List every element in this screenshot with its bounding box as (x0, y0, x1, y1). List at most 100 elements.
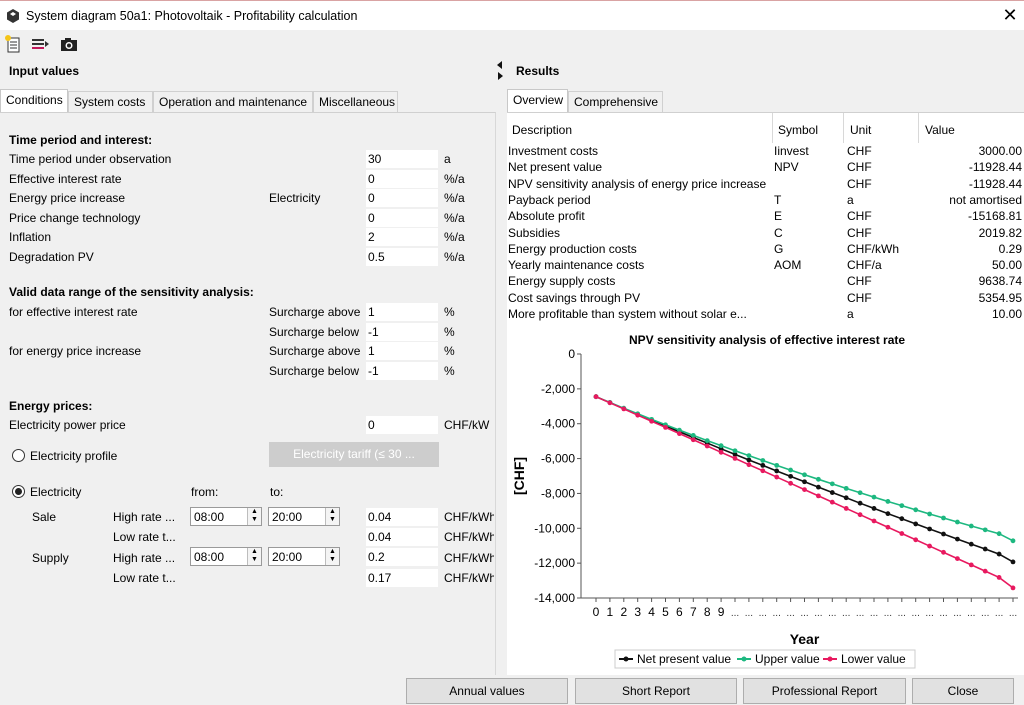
condition-value-field[interactable]: 2 (366, 228, 438, 246)
close-button[interactable]: Close (912, 678, 1014, 704)
col-description-header[interactable]: Description (512, 123, 573, 137)
supply-high-from-spinner[interactable]: 08:00 ▲ ▼ (190, 547, 262, 566)
condition-value-field[interactable]: 30 (366, 150, 438, 168)
y-tick-label: -12,000 (534, 556, 575, 570)
supply-high-rate-field[interactable]: 0.2 (366, 548, 438, 566)
export-list-icon[interactable] (31, 35, 49, 53)
surcharge-value-field[interactable]: -1 (366, 322, 438, 341)
tab-conditions[interactable]: Conditions (0, 89, 68, 113)
tab-overview[interactable]: Overview (507, 89, 568, 113)
electricity-profile-label[interactable]: Electricity profile (30, 449, 118, 463)
results-row[interactable]: NPV sensitivity analysis of energy price… (507, 177, 1024, 193)
col-unit-header[interactable]: Unit (850, 123, 872, 137)
series-2-point (899, 531, 905, 536)
supply-low-rate-field[interactable]: 0.17 (366, 569, 438, 587)
results-row[interactable]: Investment costs Iinvest CHF 3000.00 (507, 144, 1024, 160)
tab-comprehensive[interactable]: Comprehensive (568, 91, 663, 112)
x-tick-label-truncated: ... (856, 608, 864, 619)
result-value: 0.29 (998, 241, 1022, 256)
surcharge-label: Surcharge below (269, 363, 360, 378)
results-row[interactable]: Energy production costs G CHF/kWh 0.29 (507, 242, 1024, 258)
results-row[interactable]: Energy supply costs CHF 9638.74 (507, 274, 1024, 290)
electricity-radio[interactable] (12, 485, 25, 498)
col-value-header[interactable]: Value (925, 123, 955, 137)
results-row[interactable]: Net present value NPV CHF -11928.44 (507, 160, 1024, 176)
x-tick-label: 3 (634, 605, 641, 619)
result-value: 5354.95 (978, 290, 1022, 305)
series-2-point (788, 480, 793, 486)
supply-low-rate-unit: CHF/kWh (444, 571, 494, 585)
condition-value-field[interactable]: 0 (366, 169, 438, 188)
results-row[interactable]: Absolute profit E CHF -15168.81 (507, 209, 1024, 225)
results-row[interactable]: More profitable than system without sola… (507, 307, 1024, 323)
collapse-splitter-icon[interactable] (496, 60, 504, 82)
condition-unit: %/a (444, 210, 465, 225)
condition-value-field[interactable]: 0 (366, 189, 438, 207)
result-unit: CHF (847, 176, 872, 191)
results-row[interactable]: Yearly maintenance costs AOM CHF/a 50.00 (507, 258, 1024, 274)
surcharge-value-field[interactable]: 1 (366, 342, 438, 360)
result-symbol: T (774, 192, 782, 207)
tab-operation-maintenance[interactable]: Operation and maintenance (153, 91, 313, 112)
result-description: Absolute profit (508, 209, 585, 224)
supply-label: Supply (32, 551, 69, 565)
series-2-point (760, 468, 766, 474)
results-row[interactable]: Subsidies C CHF 2019.82 (507, 226, 1024, 242)
series-2-point (802, 487, 807, 492)
new-document-icon[interactable] (4, 35, 22, 53)
results-row[interactable]: Cost savings through PV CHF 5354.95 (507, 291, 1024, 307)
tab-system-costs[interactable]: System costs (68, 91, 153, 112)
spinner-arrows-icon[interactable]: ▲ ▼ (325, 548, 339, 565)
sale-high-from-spinner[interactable]: 08:00 ▲ ▼ (190, 507, 262, 526)
col-symbol-header[interactable]: Symbol (778, 123, 819, 137)
condition-value-field[interactable]: 0 (366, 208, 438, 227)
power-price-field[interactable]: 0 (366, 416, 438, 434)
x-tick-label: 5 (662, 605, 669, 619)
series-2-point (871, 518, 877, 524)
series-0-point (774, 468, 780, 474)
series-0-point (885, 511, 891, 517)
sale-low-rate-field[interactable]: 0.04 (366, 528, 438, 546)
close-window-icon[interactable]: ✕ (1002, 5, 1018, 25)
series-0-point (982, 546, 988, 552)
result-value: 2019.82 (978, 225, 1022, 240)
series-1-point (816, 476, 821, 482)
electricity-profile-radio[interactable] (12, 449, 25, 462)
series-2-point (677, 431, 682, 437)
camera-icon[interactable] (60, 35, 78, 53)
result-value: not amortised (949, 192, 1022, 207)
series-0-point (968, 541, 974, 547)
condition-label: Effective interest rate (9, 171, 122, 186)
electricity-radio-label[interactable]: Electricity (30, 485, 82, 499)
spinner-arrows-icon[interactable]: ▲ ▼ (247, 508, 261, 525)
surcharge-unit: % (444, 324, 455, 339)
sale-high-to-spinner[interactable]: 20:00 ▲ ▼ (268, 507, 340, 526)
x-tick-label-truncated: ... (995, 608, 1003, 619)
x-tick-label: 4 (648, 605, 655, 619)
condition-sublabel: Electricity (269, 191, 321, 205)
supply-high-to-spinner[interactable]: 20:00 ▲ ▼ (268, 547, 340, 566)
series-0-point (816, 484, 821, 490)
result-unit: CHF/kWh (847, 241, 899, 256)
short-report-button[interactable]: Short Report (575, 678, 737, 704)
condition-value-field[interactable]: 0.5 (366, 247, 438, 266)
to-label: to: (270, 485, 284, 499)
surcharge-value-field[interactable]: 1 (366, 303, 438, 321)
professional-report-button[interactable]: Professional Report (743, 678, 906, 704)
series-2-point (718, 449, 724, 455)
x-tick-label-truncated: ... (939, 608, 947, 619)
tab-miscellaneous[interactable]: Miscellaneous (313, 91, 398, 112)
series-1-point (913, 507, 919, 513)
annual-values-button[interactable]: Annual values (406, 678, 568, 704)
result-symbol: G (774, 241, 784, 256)
electricity-tariff-button[interactable]: Electricity tariff (≤ 30 ... (269, 442, 439, 467)
y-tick-label: -14,000 (534, 591, 575, 605)
sale-high-rate-field[interactable]: 0.04 (366, 508, 438, 526)
spinner-arrows-icon[interactable]: ▲ ▼ (325, 508, 339, 525)
sensitivity-label: for energy price increase (9, 344, 142, 358)
series-1-point (690, 432, 696, 438)
legend-box (614, 649, 916, 669)
surcharge-value-field[interactable]: -1 (366, 361, 438, 380)
spinner-arrows-icon[interactable]: ▲ ▼ (247, 548, 261, 565)
